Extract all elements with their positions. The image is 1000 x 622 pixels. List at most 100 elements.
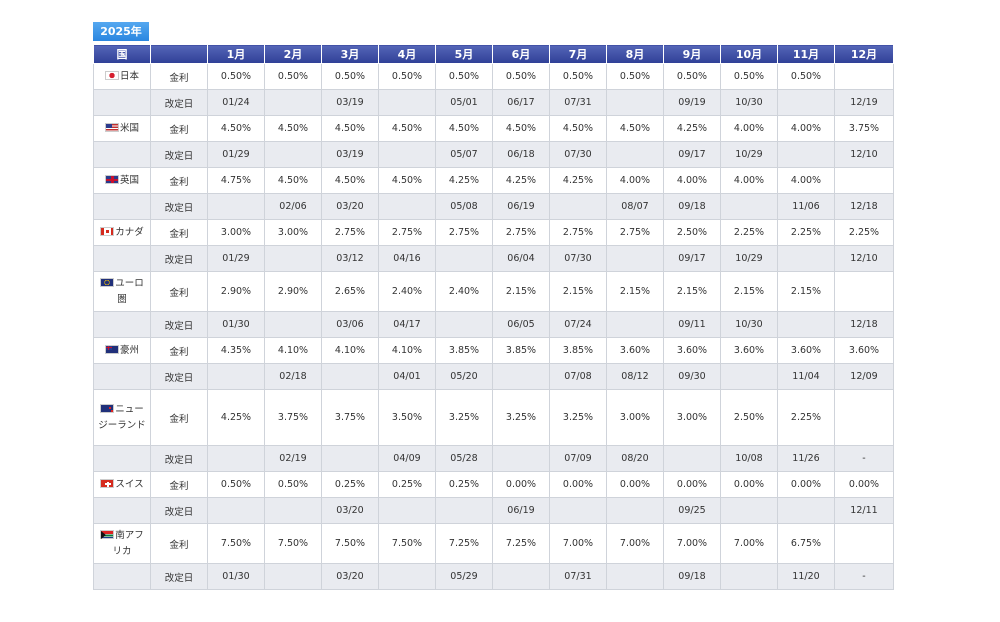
date-cell [264, 497, 322, 524]
rate-cell: 4.00% [777, 115, 835, 142]
date-cell [378, 497, 436, 524]
date-cell: 05/28 [435, 445, 493, 472]
date-cell [606, 141, 664, 168]
rate-cell: 2.15% [720, 271, 778, 312]
date-cell: 01/24 [207, 89, 265, 116]
jp-flag-icon [104, 70, 119, 80]
date-cell: 09/19 [663, 89, 721, 116]
date-cell: 06/05 [492, 311, 550, 338]
rate-cell [834, 389, 894, 446]
date-cell: 06/04 [492, 245, 550, 272]
rate-cell [834, 167, 894, 194]
date-cell: 01/30 [207, 563, 265, 590]
country-name: 米国 [119, 122, 139, 134]
rate-label: 金利 [150, 471, 208, 498]
nz-flag-icon [100, 403, 115, 413]
country-name: ニュージーランド [98, 403, 146, 431]
empty-cell [93, 193, 151, 220]
rate-cell: 2.15% [549, 271, 607, 312]
rate-cell: 4.00% [720, 167, 778, 194]
header-month: 2月 [264, 44, 322, 64]
empty-cell [93, 497, 151, 524]
date-cell: 08/20 [606, 445, 664, 472]
rate-cell: 3.60% [606, 337, 664, 364]
date-cell [606, 311, 664, 338]
date-cell: 07/31 [549, 563, 607, 590]
country-name: ユーロ圏 [115, 277, 144, 305]
rate-cell: 0.50% [207, 63, 265, 90]
date-cell [435, 311, 493, 338]
rate-cell: 4.10% [321, 337, 379, 364]
date-row: 改定日 01/29 03/12 04/16 06/04 07/30 09/17 10/29 12… [93, 245, 894, 272]
date-cell: 01/29 [207, 245, 265, 272]
date-cell [720, 363, 778, 390]
country-name: カナダ [115, 226, 144, 238]
rate-cell: 4.50% [606, 115, 664, 142]
rate-cell: 3.85% [492, 337, 550, 364]
rate-cell: 7.50% [264, 523, 322, 564]
header-month: 4月 [378, 44, 436, 64]
rate-cell: 4.50% [321, 115, 379, 142]
rate-cell: 4.50% [321, 167, 379, 194]
rate-row: 米国 金利 4.50% 4.50% 4.50% 4.50% 4.50% 4.50% 4.50% 4… [93, 115, 894, 142]
header-type [150, 44, 208, 64]
date-cell [777, 245, 835, 272]
rate-cell: 3.75% [264, 389, 322, 446]
date-cell [378, 193, 436, 220]
date-cell: 07/30 [549, 245, 607, 272]
date-cell [264, 89, 322, 116]
date-row: 改定日 01/30 03/06 04/17 06/05 07/24 09/11 10/30 12… [93, 311, 894, 338]
rate-cell: 4.25% [549, 167, 607, 194]
rate-row: スイス 金利 0.50% 0.50% 0.25% 0.25% 0.25% 0.00% 0.00%… [93, 471, 894, 498]
us-flag-icon [104, 122, 119, 132]
rate-cell: 2.25% [777, 219, 835, 246]
rate-cell: 3.25% [492, 389, 550, 446]
rate-cell: 2.15% [492, 271, 550, 312]
date-label: 改定日 [150, 311, 208, 338]
rate-cell: 0.25% [378, 471, 436, 498]
ca-flag-icon [100, 226, 115, 236]
rate-label: 金利 [150, 115, 208, 142]
rate-cell: 4.00% [663, 167, 721, 194]
country-name: 南アフリカ [112, 529, 144, 557]
rate-cell: 7.25% [435, 523, 493, 564]
rate-label: 金利 [150, 63, 208, 90]
date-cell [264, 311, 322, 338]
date-cell [777, 497, 835, 524]
date-label: 改定日 [150, 363, 208, 390]
year-tab[interactable]: 2025年 [93, 22, 149, 41]
country-cell: カナダ [93, 219, 151, 246]
empty-cell [93, 363, 151, 390]
date-cell [207, 445, 265, 472]
rate-cell: 2.15% [606, 271, 664, 312]
header-country: 国 [93, 44, 151, 64]
date-cell [207, 497, 265, 524]
date-cell: 05/20 [435, 363, 493, 390]
date-cell: 12/10 [834, 141, 894, 168]
rate-cell: 0.00% [549, 471, 607, 498]
rate-cell: 0.50% [492, 63, 550, 90]
rate-cell: 4.50% [549, 115, 607, 142]
date-cell [606, 497, 664, 524]
date-cell: 05/08 [435, 193, 493, 220]
date-row: 改定日 01/30 03/20 05/29 07/31 09/18 11/20- [93, 563, 894, 590]
date-cell: 07/09 [549, 445, 607, 472]
date-cell: 07/24 [549, 311, 607, 338]
country-cell: 英国 [93, 167, 151, 194]
rate-cell: 3.25% [435, 389, 493, 446]
country-cell: ニュージーランド [93, 389, 151, 446]
interest-rate-table: 国 1月 2月 3月 4月 5月 6月 7月 8月 9月 10月 11月 12月 日本 金利 0.50% 0.… [93, 44, 894, 590]
empty-cell [93, 311, 151, 338]
date-cell [264, 245, 322, 272]
date-cell: 12/18 [834, 193, 894, 220]
date-cell: 09/30 [663, 363, 721, 390]
date-cell [720, 193, 778, 220]
date-cell: 06/19 [492, 193, 550, 220]
rate-cell: 0.00% [834, 471, 894, 498]
empty-cell [93, 141, 151, 168]
date-cell: 03/06 [321, 311, 379, 338]
date-cell: 06/17 [492, 89, 550, 116]
rate-label: 金利 [150, 337, 208, 364]
rate-label: 金利 [150, 167, 208, 194]
rate-cell: 3.50% [378, 389, 436, 446]
